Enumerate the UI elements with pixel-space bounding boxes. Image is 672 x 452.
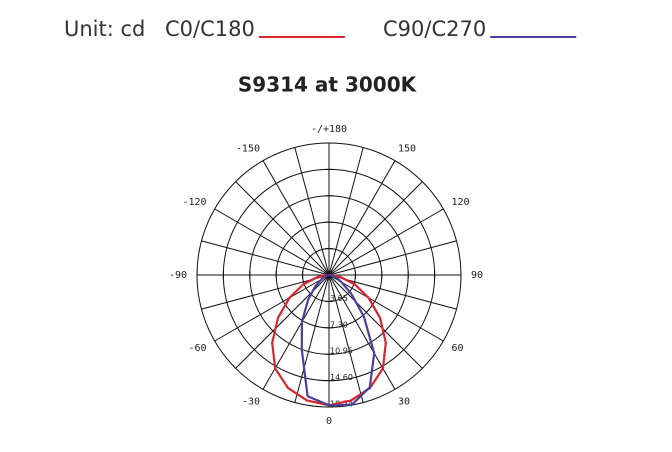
grid-spoke — [201, 274, 330, 310]
grid-spoke — [201, 240, 330, 276]
angle-tick-label: 120 — [451, 197, 469, 208]
angle-tick-label: 30 — [398, 396, 410, 407]
grid-spoke — [294, 274, 330, 403]
angle-tick-label: -60 — [188, 343, 206, 354]
grid-spoke — [328, 274, 364, 403]
angle-tick-label: 60 — [451, 343, 463, 354]
angle-tick-label: -150 — [236, 144, 260, 155]
grid-spoke — [328, 274, 423, 369]
r-tick-label: 14.60 — [330, 373, 353, 382]
grid-spoke — [262, 274, 330, 390]
grid-spoke — [328, 181, 423, 276]
angle-tick-label: -90 — [169, 270, 187, 281]
grid-spoke — [262, 160, 330, 276]
angle-tick-label: -/+180 — [311, 124, 347, 135]
chart-title: S9314 at 3000K — [238, 73, 418, 97]
r-tick-label: 3.65 — [330, 294, 348, 303]
grid-spoke — [328, 274, 457, 310]
grid-spoke — [235, 181, 330, 276]
r-tick-label: 7.30 — [330, 320, 348, 329]
r-tick-label: 10.95 — [330, 347, 353, 356]
angle-tick-label: 90 — [471, 270, 483, 281]
angle-tick-label: 0 — [326, 416, 332, 427]
angle-tick-label: -120 — [182, 197, 206, 208]
unit-label: Unit: cd — [64, 17, 145, 41]
legend-label: C0/C180 — [165, 17, 255, 41]
angle-tick-label: -30 — [242, 396, 260, 407]
legend-label: C90/C270 — [383, 17, 486, 41]
grid-spoke — [328, 274, 396, 390]
angle-tick-label: 150 — [398, 144, 416, 155]
grid-spoke — [328, 160, 396, 276]
grid-spoke — [294, 147, 330, 276]
grid-spoke — [328, 274, 444, 342]
series-curve — [300, 273, 376, 407]
grid-spoke — [328, 147, 364, 276]
grid-spoke — [328, 208, 444, 276]
grid-spoke — [214, 274, 330, 342]
grid-spoke — [328, 240, 457, 276]
grid-spoke — [214, 208, 330, 276]
